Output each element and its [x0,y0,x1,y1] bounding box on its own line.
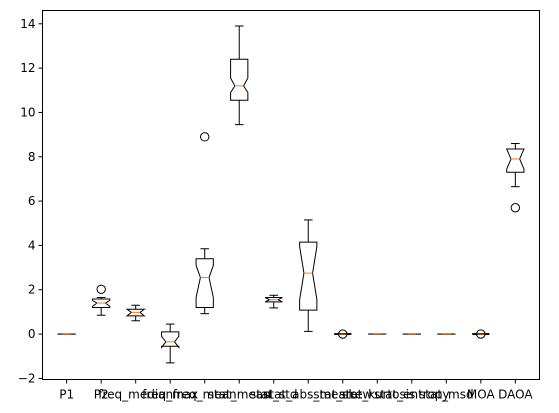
y-tick-label: 12 [20,61,35,75]
y-tick-label: 4 [28,238,36,252]
flier-point [200,132,210,142]
box-P2 [92,284,111,316]
box-stat_skew [334,329,352,339]
x-tick-label: freq_max [142,388,198,402]
y-tick-label: 6 [28,194,36,208]
x-tick-label: stat_std [250,388,298,402]
x-axis: P1 P2freq_medianfreq_maxfreq_meanstat_mea… [59,379,533,402]
x-tick-label: P2 [94,388,109,402]
box-body [230,58,249,101]
box-body [195,258,214,308]
x-tick-label: MOA [467,388,496,402]
y-tick-label: 10 [20,105,35,119]
x-tick-label: stat_abs_mean [263,388,353,402]
box-body [299,241,318,311]
x-tick-label: stat_entropy [374,388,449,402]
x-tick-label: DAOA [498,388,533,402]
box-body [505,148,525,173]
flier-point [338,329,348,339]
y-tick-label: 0 [28,327,36,341]
y-tick-label: −2 [18,371,36,385]
x-tick-label: stat_kurtosis [339,388,415,402]
axes-frame [42,10,540,380]
plot-area [57,25,525,364]
box-freq_mean [195,132,214,315]
box-stat_std [264,294,283,309]
y-axis: −2 0 2 4 6 8 10 12 14 [18,17,43,385]
box-body [92,298,111,308]
y-tick-label: 14 [20,17,35,31]
y-tick-label: 2 [28,283,36,297]
flier-point [476,329,486,339]
flier-point [96,284,106,294]
x-tick-label: P1 [59,388,74,402]
x-tick-label: stat_msd [419,388,474,402]
box-stat_mean [230,25,249,126]
x-tick-label: freq_median [98,388,173,402]
x-tick-label: freq_mean [173,388,237,402]
box-stat_abs_mean [299,219,318,332]
box-freq_median [125,304,146,322]
x-tick-label: stat_mean [208,388,271,402]
x-tick-label: stat_skew [313,388,372,402]
y-tick-label: 8 [28,150,36,164]
box-DAOA [505,142,525,213]
box-MOA [472,329,490,339]
box-freq_max [161,323,180,364]
flier-point [510,203,521,213]
box-body [125,308,146,317]
box-body [161,331,180,349]
